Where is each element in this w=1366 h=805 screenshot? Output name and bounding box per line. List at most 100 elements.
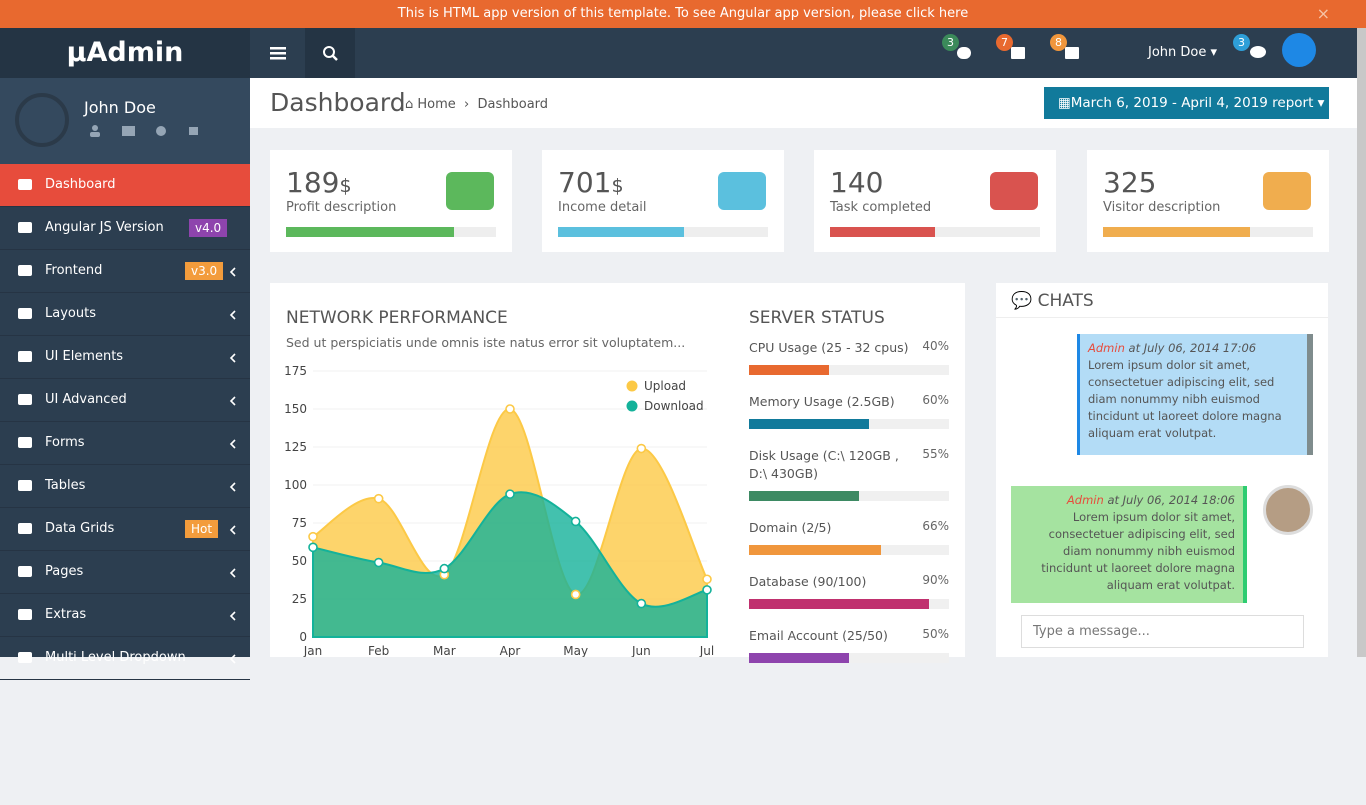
- notification-icon[interactable]: [954, 44, 974, 62]
- header-user[interactable]: John Doe ▾: [1148, 45, 1218, 60]
- banner-close[interactable]: ×: [1316, 4, 1330, 23]
- menu-item[interactable]: Frontend v3.0: [0, 250, 250, 293]
- icon-shape: [1011, 47, 1025, 59]
- data-point: [570, 589, 581, 600]
- chevron: [229, 396, 236, 406]
- notification-badge: 3: [942, 34, 959, 51]
- stat-progress: [558, 227, 684, 237]
- chats-title-row: 💬 CHATS: [1011, 291, 1094, 311]
- menu-item[interactable]: Forms: [0, 422, 250, 465]
- menu-label[interactable]: Layouts: [45, 306, 96, 321]
- stat-value: 189: [286, 166, 340, 199]
- chevron: [229, 525, 236, 535]
- server-track: [749, 545, 949, 555]
- menu-item[interactable]: Tables: [0, 465, 250, 508]
- breadcrumb-item[interactable]: Home: [417, 97, 456, 112]
- x-tick-label: Feb: [368, 644, 389, 657]
- icon-shape: [990, 172, 1038, 210]
- menu-item[interactable]: Extras: [0, 594, 250, 637]
- report-button[interactable]: ▦March 6, 2019 - April 4, 2019 report ▾: [1044, 87, 1329, 119]
- stat-label: Task completed: [830, 200, 932, 215]
- chat-icon[interactable]: [1249, 44, 1269, 62]
- stat-card: 189$ Profit description: [270, 150, 512, 252]
- menu-chevron-icon: [229, 482, 236, 492]
- stat-value-row: 189$: [286, 166, 352, 199]
- notification-icon[interactable]: [1062, 44, 1082, 62]
- banner-text[interactable]: This is HTML app version of this templat…: [397, 6, 969, 21]
- chat-message: Admin at July 06, 2014 18:06 Lorem ipsum…: [1011, 486, 1247, 603]
- menu-icon: [18, 523, 32, 534]
- notification-badge: 7: [996, 34, 1013, 51]
- data-point: [373, 493, 384, 504]
- stat-value: 701: [558, 166, 612, 199]
- brand[interactable]: µAdmin: [0, 28, 250, 78]
- menu-item[interactable]: Pages: [0, 551, 250, 594]
- menu-item[interactable]: UI Advanced: [0, 379, 250, 422]
- scrollbar: [1357, 28, 1366, 657]
- menu-item[interactable]: Layouts: [0, 293, 250, 336]
- chat-input[interactable]: Type a message...: [1021, 615, 1304, 648]
- server-bar: [749, 419, 869, 429]
- stat-progress: [830, 227, 935, 237]
- menu-item[interactable]: Dashboard: [0, 164, 250, 207]
- icon-shape: [1263, 172, 1311, 210]
- network-title: NETWORK PERFORMANCE: [286, 308, 508, 328]
- menu-icon-shape: [18, 652, 32, 663]
- y-tick-label: 50: [292, 554, 307, 568]
- menu-icon: [18, 394, 32, 405]
- header-user-name[interactable]: John Doe: [1148, 45, 1207, 60]
- menu-label[interactable]: Dashboard: [45, 177, 116, 192]
- menu-label[interactable]: Pages: [45, 564, 84, 579]
- menu-label[interactable]: Forms: [45, 435, 85, 450]
- server-value: 60%: [922, 393, 949, 407]
- chat-time: at July 06, 2014 18:06: [1107, 493, 1235, 507]
- menu-chevron-icon: [229, 396, 236, 406]
- server-bar: [749, 491, 859, 501]
- server-label: Database (90/100): [749, 574, 867, 589]
- menu-label[interactable]: Angular JS Version: [45, 220, 164, 235]
- menu-label[interactable]: UI Advanced: [45, 392, 127, 407]
- x-tick-label: Jan: [303, 644, 323, 657]
- chevron: [229, 310, 236, 320]
- menu-icon-shape: [18, 566, 32, 577]
- stat-card: 701$ Income detail: [542, 150, 784, 252]
- server-label: CPU Usage (25 - 32 cpus): [749, 340, 909, 355]
- menu-item[interactable]: UI Elements: [0, 336, 250, 379]
- breadcrumb: ⌂ Home › Dashboard: [405, 97, 549, 112]
- header-buttons[interactable]: [250, 28, 355, 78]
- menu-label[interactable]: Tables: [45, 478, 86, 493]
- y-tick-label: 75: [292, 516, 307, 530]
- header-avatar[interactable]: [1282, 33, 1316, 67]
- menu-item[interactable]: Multi Level Dropdown: [0, 637, 250, 680]
- notification-icon[interactable]: [1008, 44, 1028, 62]
- menu-item[interactable]: Angular JS Version v4.0: [0, 207, 250, 250]
- menu-label[interactable]: Frontend: [45, 263, 103, 278]
- user-icons: [90, 125, 198, 137]
- menu-chevron-icon: [229, 310, 236, 320]
- menu-icon: [18, 652, 32, 663]
- icon-shape: [1065, 47, 1079, 59]
- stat-unit: $: [339, 175, 352, 197]
- stat-label: Income detail: [558, 200, 647, 215]
- menu-label[interactable]: Multi Level Dropdown: [45, 650, 186, 665]
- chat-message: Admin at July 06, 2014 17:06 Lorem ipsum…: [1077, 334, 1313, 455]
- server-item: Domain (2/5) 66%: [749, 519, 949, 555]
- chat-text: Lorem ipsum dolor sit amet, consectetuer…: [1088, 358, 1282, 440]
- menu-chevron-icon: [229, 525, 236, 535]
- stat-value-row: 325: [1103, 166, 1156, 199]
- data-point: [439, 563, 450, 574]
- stat-track: [830, 227, 1040, 237]
- chat-author: Admin: [1066, 493, 1104, 507]
- server-track: [749, 365, 949, 375]
- user-name[interactable]: John Doe: [84, 98, 156, 117]
- menu-item[interactable]: Data Grids Hot: [0, 508, 250, 551]
- stat-icon: [446, 172, 494, 210]
- report-button-text[interactable]: March 6, 2019 - April 4, 2019 report: [1070, 95, 1314, 111]
- menu-label[interactable]: Extras: [45, 607, 87, 622]
- network-subtitle: Sed ut perspiciatis unde omnis iste natu…: [286, 335, 686, 350]
- menu-chevron-icon: [229, 439, 236, 449]
- menu-label[interactable]: Data Grids: [45, 521, 115, 536]
- menu-chevron-icon: [229, 611, 236, 621]
- network-panel: NETWORK PERFORMANCE Sed ut perspiciatis …: [270, 283, 965, 663]
- menu-label[interactable]: UI Elements: [45, 349, 124, 364]
